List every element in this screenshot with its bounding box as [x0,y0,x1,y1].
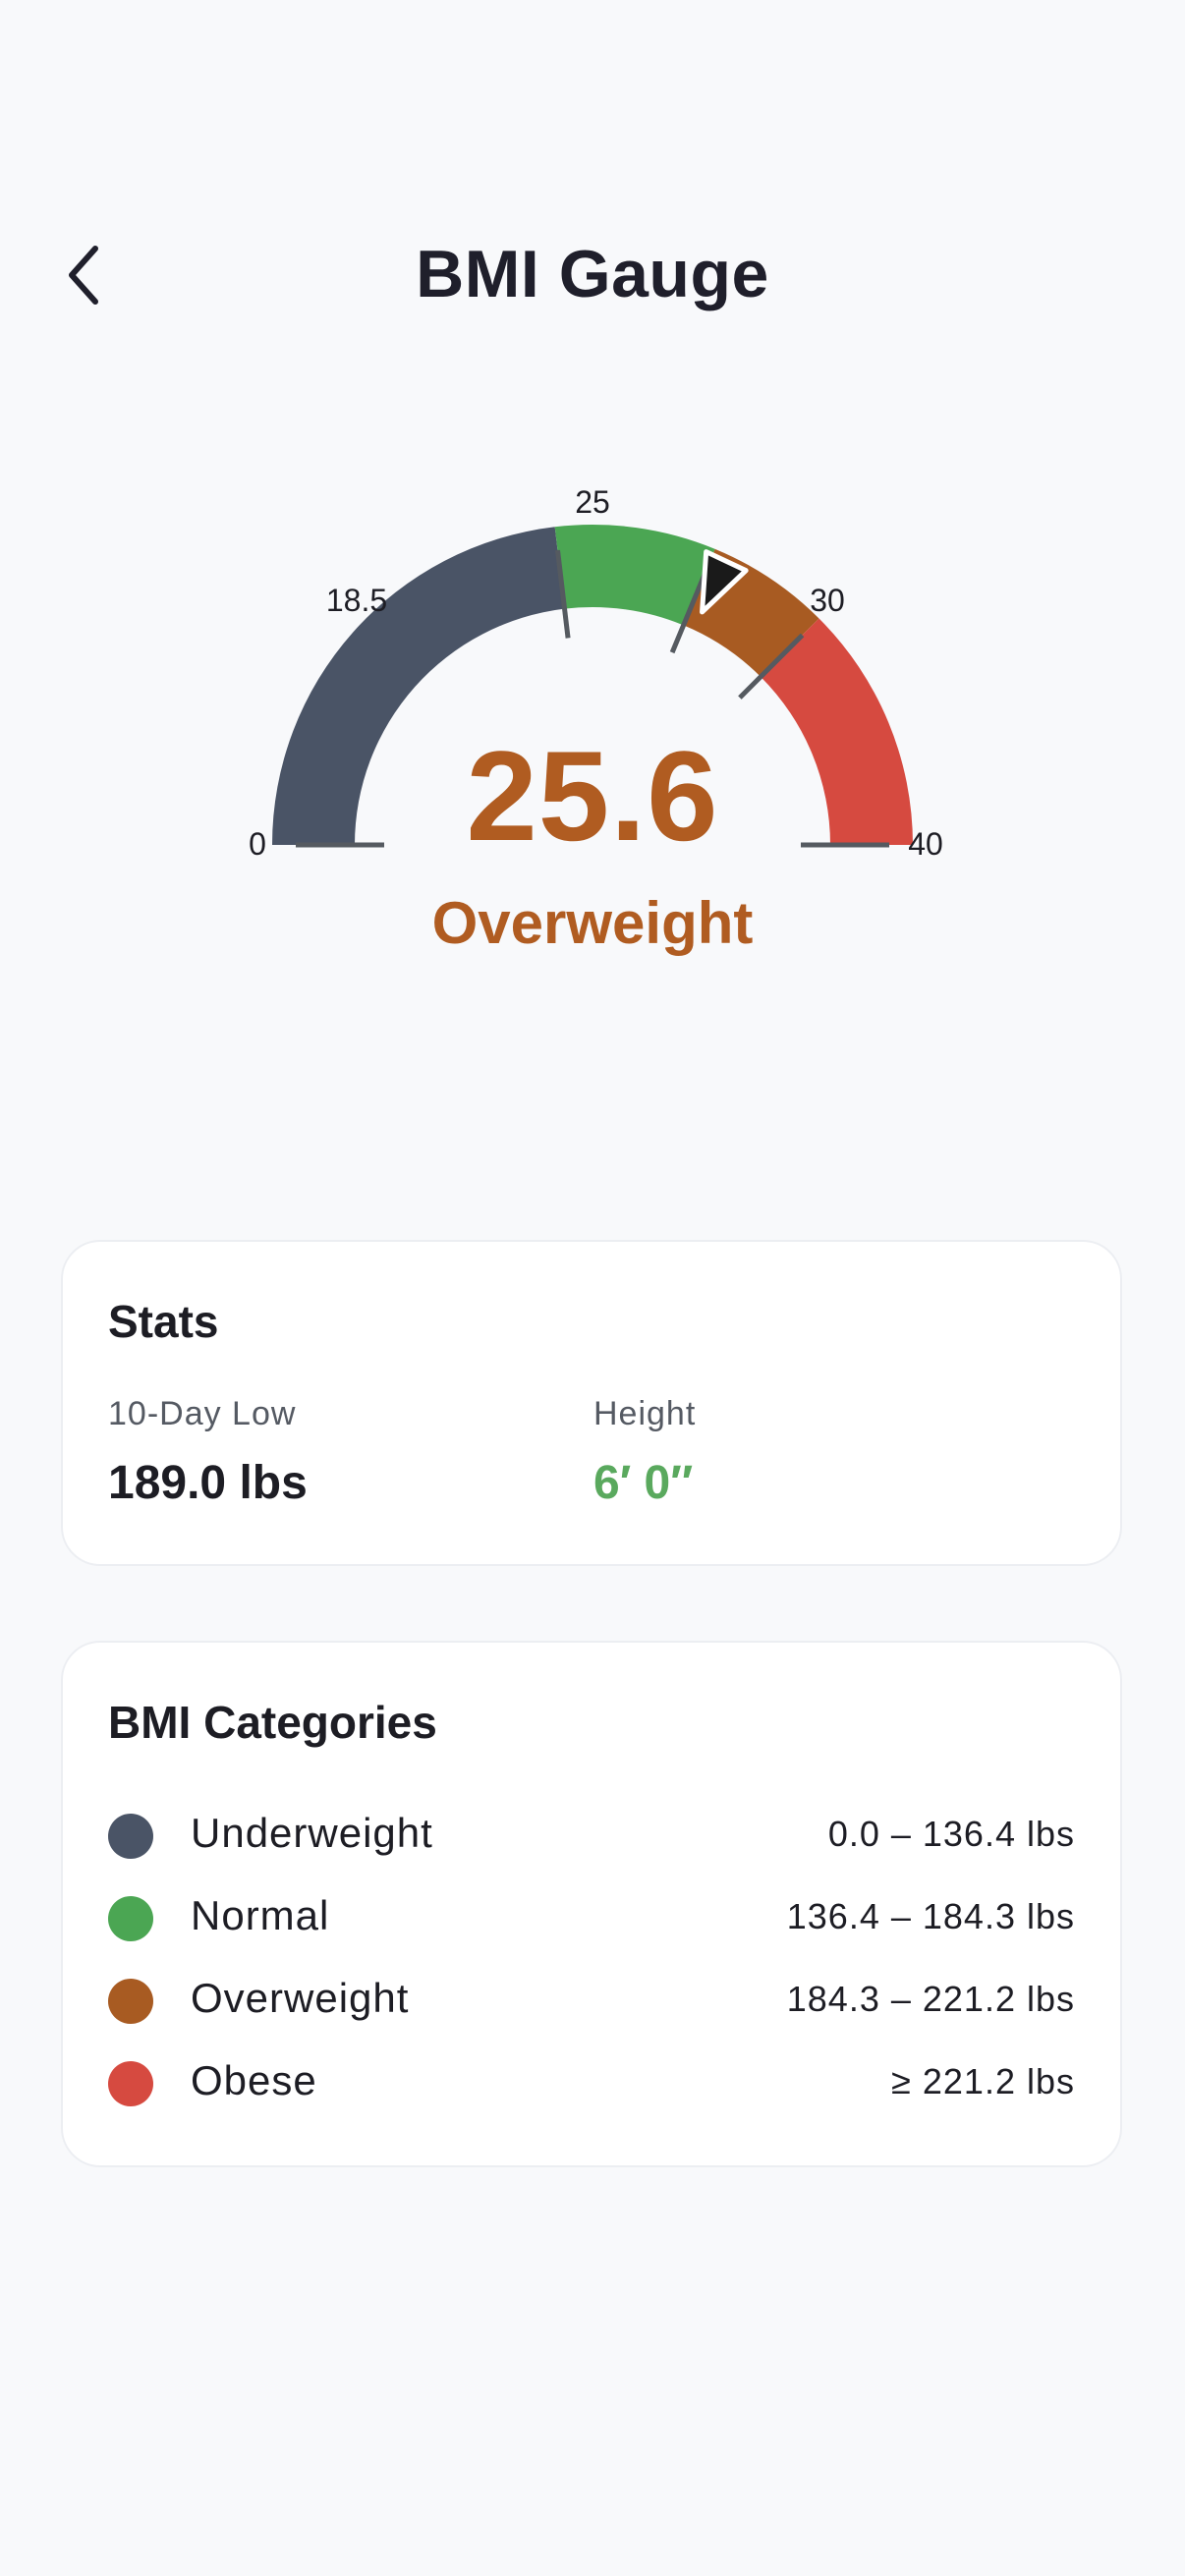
gauge-dial: 0 18.5 25 30 40 [249,484,943,862]
category-row-normal: Normal 136.4 – 184.3 lbs [108,1884,1075,1953]
category-row-underweight: Underweight 0.0 – 136.4 lbs [108,1802,1075,1871]
gauge-tick-label-0: 0 [249,826,266,862]
category-dot [108,1979,153,2024]
gauge-segment-0 [272,527,565,845]
page-title: BMI Gauge [416,237,769,311]
category-row-obese: Obese ≥ 221.2 lbs [108,2049,1075,2118]
gauge-segment-3 [761,618,913,845]
bmi-value: 25.6 [466,724,719,868]
category-dot [108,1896,153,1941]
stats-title: Stats [108,1296,219,1347]
height-label: Height [593,1395,697,1432]
chevron-left-icon [69,246,98,305]
low-label: 10-Day Low [108,1395,297,1432]
gauge-tick-3 [738,633,805,700]
category-dot [108,2061,153,2106]
stats-card: Stats 10-Day Low 189.0 lbs Height 6′ 0″ [61,1240,1122,1566]
bmi-gauge: 0 18.5 25 30 40 25.6 Overweight [0,472,1185,1022]
categories-card: BMI Categories Underweight 0.0 – 136.4 l… [61,1641,1122,2167]
gauge-tick-label-3: 30 [810,583,845,618]
low-value: 189.0 lbs [108,1457,308,1509]
gauge-segment-1 [554,525,715,626]
gauge-tick-2 [669,570,708,654]
needle-pointer-icon [700,549,749,615]
category-range: 136.4 – 184.3 lbs [786,1896,1075,1936]
gauge-tick-label-4: 40 [908,826,943,862]
category-range: 184.3 – 221.2 lbs [786,1979,1075,2019]
category-name: Normal [191,1892,330,1938]
category-name: Obese [191,2057,317,2103]
category-dot [108,1814,153,1859]
bmi-category-label: Overweight [431,890,754,956]
category-name: Overweight [191,1975,410,2021]
gauge-tick-1 [555,549,571,639]
gauge-tick-label-2: 25 [575,484,610,520]
category-range: 0.0 – 136.4 lbs [827,1814,1075,1854]
category-name: Underweight [191,1810,433,1856]
header: BMI Gauge [0,216,1185,344]
category-range: ≥ 221.2 lbs [891,2061,1075,2101]
categories-title: BMI Categories [108,1697,437,1748]
height-value: 6′ 0″ [593,1457,694,1509]
back-button[interactable] [45,236,124,314]
category-row-overweight: Overweight 184.3 – 221.2 lbs [108,1967,1075,2036]
gauge-tick-label-1: 18.5 [326,583,387,618]
